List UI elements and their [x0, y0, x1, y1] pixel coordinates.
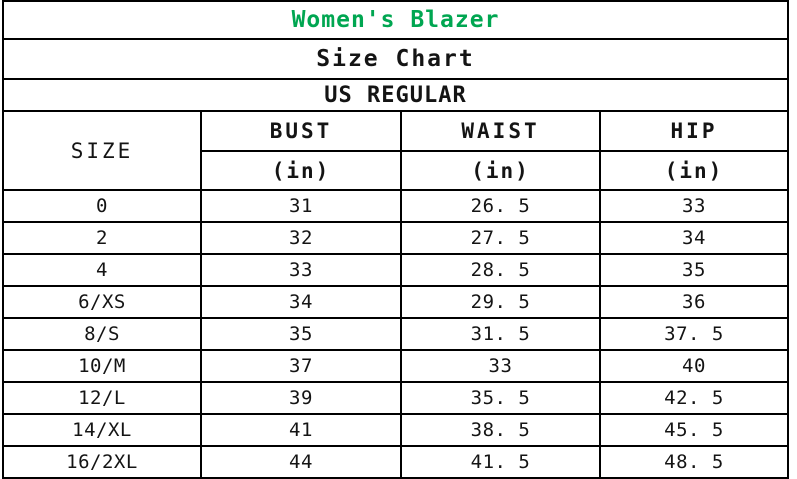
table-row: 6/XS 34 29. 5 36	[2, 285, 789, 319]
cell-size: 14/XL	[2, 413, 202, 447]
cell-hip: 42. 5	[599, 381, 789, 415]
cell-waist: 27. 5	[400, 221, 601, 255]
cell-waist: 38. 5	[400, 413, 601, 447]
cell-size: 8/S	[2, 317, 202, 351]
title-row: Women's Blazer	[2, 0, 789, 40]
hip-unit-label: (in)	[664, 158, 724, 183]
column-header-row: SIZE BUST WAIST HIP	[2, 110, 789, 191]
cell-bust: 39	[200, 381, 402, 415]
chart-subtitle: Size Chart	[316, 46, 475, 72]
region-row: US REGULAR	[2, 78, 789, 112]
hip-header-label: HIP	[670, 119, 718, 143]
table-row: 0 31 26. 5 33	[2, 189, 789, 223]
unit-header-row: (in) (in) (in)	[3, 150, 789, 191]
table-row: 2 32 27. 5 34	[2, 221, 789, 255]
cell-size: 4	[2, 253, 202, 287]
size-column-header: SIZE	[2, 110, 202, 191]
size-header-label: SIZE	[70, 138, 134, 163]
bust-unit-label: (in)	[271, 158, 331, 183]
cell-size: 0	[2, 189, 202, 223]
table-row: 8/S 35 31. 5 37. 5	[2, 317, 789, 351]
region-cell: US REGULAR	[2, 78, 789, 112]
page-title: Women's Blazer	[291, 7, 500, 33]
cell-bust: 34	[200, 285, 402, 319]
waist-unit-label: (in)	[471, 158, 530, 183]
waist-column-header: WAIST	[400, 110, 601, 152]
bust-unit-cell: (in)	[200, 150, 402, 191]
region-label: US REGULAR	[324, 82, 467, 108]
cell-waist: 31. 5	[400, 317, 601, 351]
cell-hip: 34	[599, 221, 789, 255]
subtitle-cell: Size Chart	[2, 38, 789, 80]
product-title-cell: Women's Blazer	[2, 0, 789, 40]
cell-hip: 40	[599, 349, 789, 383]
cell-bust: 37	[200, 349, 402, 383]
cell-waist: 26. 5	[400, 189, 601, 223]
table-row: 10/M 37 33 40	[2, 349, 789, 383]
cell-bust: 41	[200, 413, 402, 447]
cell-bust: 35	[200, 317, 402, 351]
waist-unit-cell: (in)	[400, 150, 601, 191]
hip-unit-cell: (in)	[599, 150, 789, 191]
cell-size: 10/M	[2, 349, 202, 383]
waist-header-label: WAIST	[461, 119, 540, 143]
cell-hip: 35	[599, 253, 789, 287]
cell-waist: 29. 5	[400, 285, 601, 319]
cell-bust: 33	[200, 253, 402, 287]
subtitle-row: Size Chart	[2, 38, 789, 80]
cell-size: 6/XS	[2, 285, 202, 319]
bust-header-label: BUST	[269, 119, 333, 143]
cell-waist: 33	[400, 349, 601, 383]
cell-waist: 28. 5	[400, 253, 601, 287]
cell-bust: 32	[200, 221, 402, 255]
cell-waist: 35. 5	[400, 381, 601, 415]
table-row: 14/XL 41 38. 5 45. 5	[2, 413, 789, 447]
cell-hip: 36	[599, 285, 789, 319]
cell-size: 2	[2, 221, 202, 255]
cell-hip: 45. 5	[599, 413, 789, 447]
cell-hip: 37. 5	[599, 317, 789, 351]
table-row: 12/L 39 35. 5 42. 5	[2, 381, 789, 415]
hip-column-header: HIP	[599, 110, 789, 152]
cell-hip: 33	[599, 189, 789, 223]
bust-column-header: BUST	[200, 110, 402, 152]
cell-bust: 31	[200, 189, 402, 223]
table-row: 4 33 28. 5 35	[2, 253, 789, 287]
cell-size: 12/L	[2, 381, 202, 415]
